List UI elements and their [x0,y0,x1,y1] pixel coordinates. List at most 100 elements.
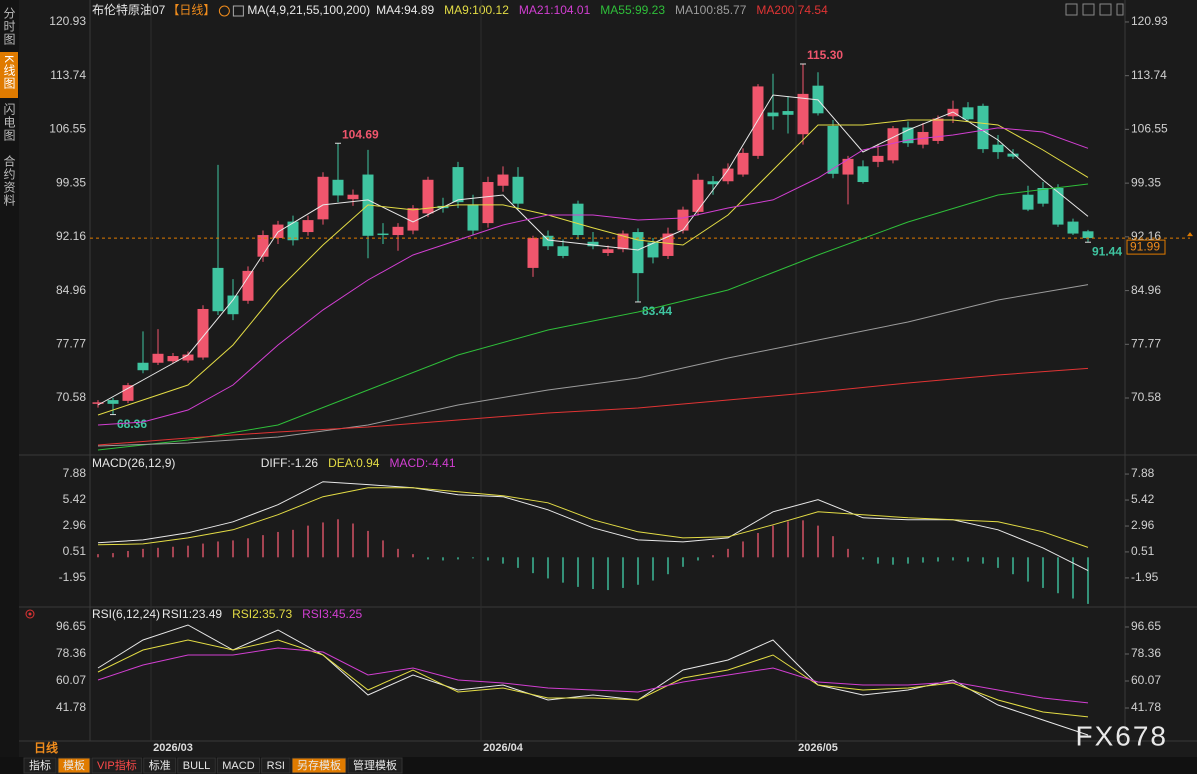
candle-body [1007,153,1019,157]
x-tick-label: 2026/03 [153,742,193,754]
y-tick-label-right: 0.51 [1131,544,1155,558]
icon[interactable] [1065,3,1078,16]
sidebar-tab[interactable]: 合约资料 [2,154,16,207]
toolbar-tab-bg [177,757,216,774]
candle-body [497,174,509,186]
icon[interactable] [1116,3,1124,16]
sidebar-tab[interactable]: 闪电图 [2,103,16,142]
settings-icon[interactable] [25,609,35,619]
toolbar-tab-bg [23,757,57,774]
toolbar-tab-bg [91,757,143,774]
toolbar-tab[interactable]: 管理模板 [353,758,397,772]
legend-text: RSI(6,12,24) [92,607,160,621]
low-label: 83.44 [642,304,672,318]
legend-text: RSI1:23.49 [162,607,222,621]
toolbar-tab[interactable]: 另存模板 [297,758,341,772]
candle-body [677,209,689,231]
candle-body [752,86,764,156]
legend-text: 【日线】 [167,3,215,17]
sidebar-tab[interactable]: 分时图 [2,7,16,46]
y-tick-label-right: 99.35 [1131,175,1161,189]
candle-body [737,152,749,175]
y-tick-label-right: 2.96 [1131,518,1155,532]
y-tick-label-right: 7.88 [1131,466,1155,480]
candle-body [647,242,659,258]
legend-text: MACD(26,12,9) [92,456,175,470]
x-tick-label: 2026/04 [483,742,524,754]
indicator-line [97,639,1089,718]
indicator-line [97,481,1089,572]
y-tick-label: 0.51 [63,544,87,558]
candle-body [977,105,989,150]
last-price-box [1126,239,1166,255]
candle-body [797,93,809,135]
toolbar-tab[interactable]: MACD [222,760,254,772]
indicator-line [97,127,1089,426]
sidebar [0,0,19,757]
candle-body [527,238,539,268]
candle-body [662,233,674,256]
candle-body [242,270,254,301]
candle-body [302,220,314,233]
indicator-line [97,647,1089,704]
legend-text: MA9:100.12 [444,3,509,17]
y-tick-label: 5.42 [63,492,87,506]
candle-body [392,226,404,236]
candle-body [1067,221,1079,234]
y-tick-label-right: 70.58 [1131,390,1161,404]
candle-body [1022,194,1034,210]
toolbar-tab[interactable]: BULL [183,760,211,772]
legend-text: MA4:94.89 [376,3,434,17]
y-tick-label-right: 41.78 [1131,700,1161,714]
candle-body [1082,231,1094,239]
y-tick-label-right: 60.07 [1131,673,1161,687]
candle-body [992,144,1004,153]
legend-text: MA100:85.77 [675,3,747,17]
legend-text: DIFF:-1.26 [261,456,319,470]
y-tick-label: -1.95 [59,570,87,584]
toolbar-tab-bg [347,757,403,774]
y-tick-label: 120.93 [49,14,86,28]
candle-body [422,179,434,214]
y-tick-label: 70.58 [56,390,86,404]
candle-body [227,295,239,315]
y-tick-label: 2.96 [63,518,87,532]
candle-body [722,168,734,182]
legend-text: MA200:74.54 [756,3,828,17]
sidebar-tab-active [0,52,18,98]
y-tick-label: 78.36 [56,646,86,660]
toolbar-tab-bg [261,757,291,774]
y-tick-label: 60.07 [56,673,86,687]
icon[interactable] [1082,3,1095,16]
check-icon[interactable] [232,5,244,17]
y-tick-label-right: 113.74 [1131,68,1167,82]
y-tick-label-right: 106.55 [1131,122,1168,136]
candle-body [842,158,854,175]
y-tick-label-right: 120.93 [1131,14,1168,28]
toolbar-tab-bg [291,757,347,774]
period-icon[interactable] [218,5,230,17]
sidebar-tab[interactable]: K线图 [2,55,16,90]
candle-body [962,107,974,120]
toolbar-tab[interactable]: 标准 [149,758,171,772]
candle-body [827,126,839,174]
icon[interactable] [1099,3,1112,16]
candle-body [512,176,524,204]
toolbar-tab[interactable]: 模板 [63,758,85,772]
candle-body [122,385,134,401]
y-tick-label: 96.65 [56,619,86,633]
candle-body [557,246,569,256]
settings-icon-dot [28,612,32,616]
candle-body [482,182,494,224]
y-tick-label-right: -1.95 [1131,570,1159,584]
toolbar-tab[interactable]: RSI [267,760,285,772]
y-tick-label: 84.96 [56,283,86,297]
toolbar-tab[interactable]: 指标 [29,758,51,772]
candle-body [272,224,284,239]
candle-body [257,235,269,257]
candle-body [887,128,899,161]
candle-body [707,181,719,185]
indicator-line [97,284,1089,447]
toolbar-tab[interactable]: VIP指标 [97,758,137,772]
